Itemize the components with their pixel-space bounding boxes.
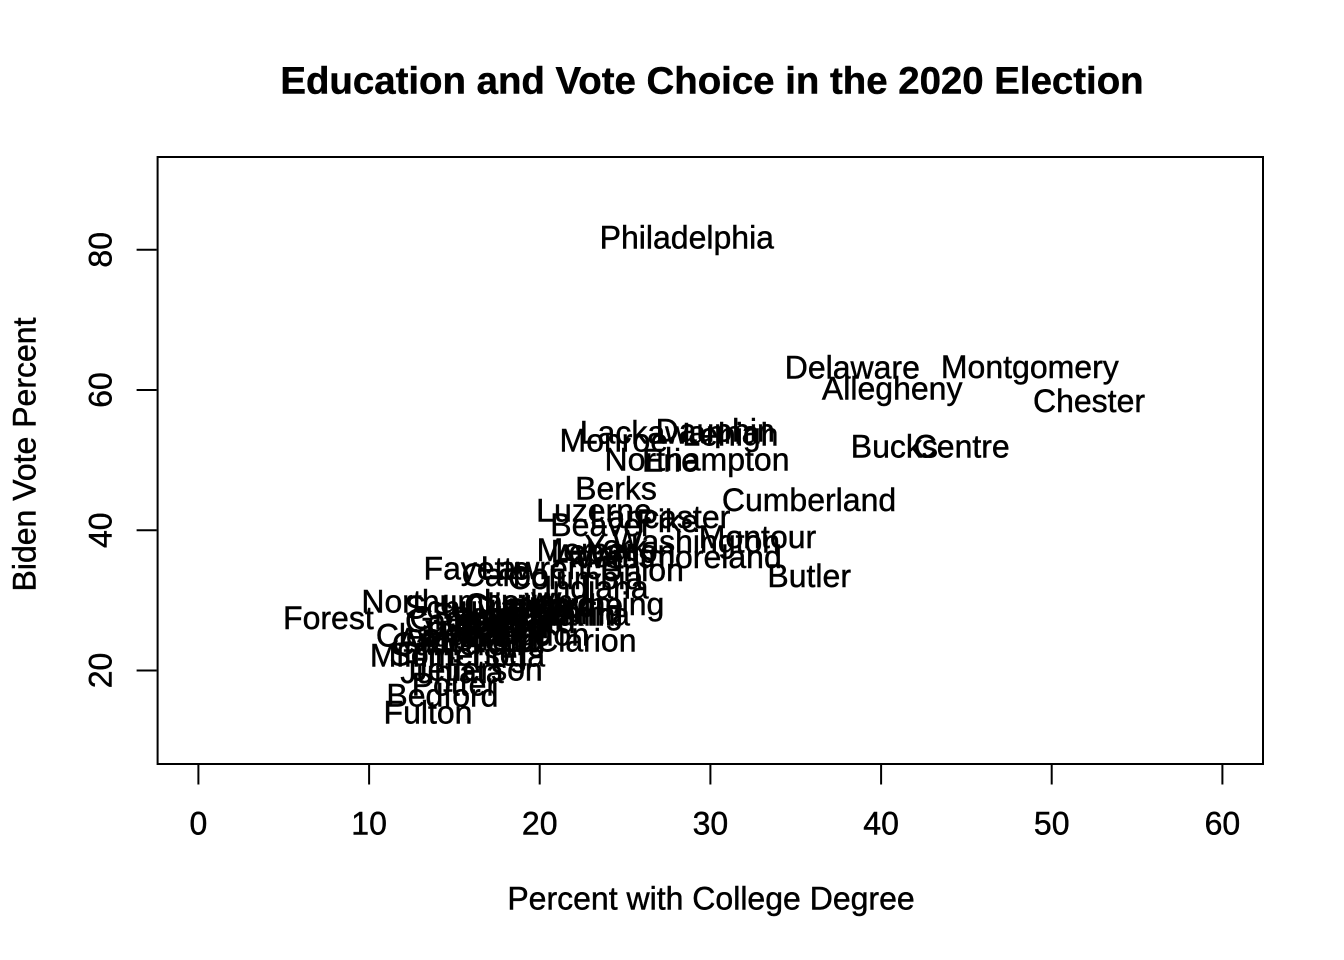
svg-text:20: 20 bbox=[522, 806, 558, 842]
svg-text:Armstrong: Armstrong bbox=[398, 622, 546, 658]
svg-text:Dauphin: Dauphin bbox=[656, 412, 775, 448]
svg-text:Pike: Pike bbox=[637, 503, 699, 539]
svg-text:Lancaster: Lancaster bbox=[590, 499, 731, 535]
svg-text:Education and Vote Choice in t: Education and Vote Choice in the 2020 El… bbox=[280, 60, 1143, 103]
svg-text:Carbon: Carbon bbox=[462, 557, 567, 593]
svg-text:Wayne: Wayne bbox=[525, 587, 623, 623]
svg-text:Berks: Berks bbox=[575, 471, 657, 507]
svg-text:Clarion: Clarion bbox=[535, 623, 636, 659]
svg-text:Bradford: Bradford bbox=[453, 604, 576, 640]
svg-text:0: 0 bbox=[190, 806, 208, 842]
svg-text:Schuylkill: Schuylkill bbox=[405, 590, 538, 626]
svg-text:Warren: Warren bbox=[445, 609, 549, 645]
svg-text:Cumberland: Cumberland bbox=[722, 482, 896, 518]
svg-text:60: 60 bbox=[1205, 806, 1241, 842]
svg-text:Biden Vote Percent: Biden Vote Percent bbox=[7, 317, 43, 591]
svg-text:40: 40 bbox=[82, 512, 118, 548]
svg-text:50: 50 bbox=[1034, 806, 1070, 842]
svg-text:Wyoming: Wyoming bbox=[531, 586, 664, 622]
svg-text:Snyder: Snyder bbox=[455, 608, 557, 644]
svg-text:Cameron: Cameron bbox=[392, 626, 524, 662]
svg-text:Lawrence: Lawrence bbox=[481, 550, 620, 586]
svg-text:Lycoming: Lycoming bbox=[487, 595, 623, 631]
svg-text:Huntingdon: Huntingdon bbox=[425, 617, 589, 653]
svg-text:Forest: Forest bbox=[283, 600, 374, 636]
svg-text:Columbia: Columbia bbox=[508, 560, 643, 596]
svg-text:Lehigh: Lehigh bbox=[682, 416, 778, 452]
svg-text:Bucks: Bucks bbox=[851, 428, 938, 464]
svg-text:Montour: Montour bbox=[699, 519, 817, 555]
svg-text:Luzerne: Luzerne bbox=[536, 493, 652, 529]
svg-text:Lackawanna: Lackawanna bbox=[580, 414, 760, 450]
svg-text:Butler: Butler bbox=[767, 558, 851, 594]
svg-text:Montgomery: Montgomery bbox=[941, 349, 1119, 385]
svg-text:Northampton: Northampton bbox=[605, 441, 790, 477]
svg-text:10: 10 bbox=[351, 806, 387, 842]
svg-text:Allegheny: Allegheny bbox=[822, 371, 963, 407]
svg-text:Delaware: Delaware bbox=[785, 350, 920, 386]
svg-text:Tioga: Tioga bbox=[466, 638, 545, 674]
svg-text:Chester: Chester bbox=[1033, 383, 1145, 419]
svg-text:Indiana: Indiana bbox=[544, 570, 649, 606]
svg-text:Susquehanna: Susquehanna bbox=[432, 596, 630, 632]
svg-text:Centre: Centre bbox=[914, 428, 1010, 464]
svg-text:80: 80 bbox=[82, 232, 118, 268]
svg-text:Erie: Erie bbox=[642, 443, 699, 479]
svg-text:Venango: Venango bbox=[425, 615, 551, 651]
svg-text:Percent with College Degree: Percent with College Degree bbox=[507, 881, 914, 917]
svg-text:20: 20 bbox=[82, 653, 118, 689]
svg-text:Perry: Perry bbox=[471, 617, 547, 653]
svg-text:Franklin: Franklin bbox=[502, 596, 616, 632]
svg-text:Clearfield: Clearfield bbox=[376, 618, 511, 654]
svg-text:40: 40 bbox=[863, 806, 899, 842]
svg-text:Greene: Greene bbox=[410, 600, 517, 636]
svg-text:Mifflin: Mifflin bbox=[370, 638, 453, 674]
svg-text:Bedford: Bedford bbox=[386, 677, 498, 713]
svg-text:Elk: Elk bbox=[466, 606, 511, 642]
svg-text:York: York bbox=[584, 528, 648, 564]
svg-text:Sullivan: Sullivan bbox=[450, 601, 562, 637]
svg-text:Lebanon: Lebanon bbox=[551, 533, 676, 569]
svg-text:Somerset: Somerset bbox=[390, 636, 527, 672]
svg-text:McKean: McKean bbox=[421, 623, 538, 659]
svg-text:Fayette: Fayette bbox=[424, 551, 531, 587]
svg-text:Washington: Washington bbox=[612, 524, 780, 560]
svg-text:Mercer: Mercer bbox=[537, 532, 637, 568]
svg-text:Philadelphia: Philadelphia bbox=[600, 220, 775, 256]
svg-text:Fulton: Fulton bbox=[384, 694, 473, 730]
svg-text:Beaver: Beaver bbox=[550, 507, 652, 543]
svg-text:60: 60 bbox=[82, 372, 118, 408]
svg-text:Westmoreland: Westmoreland bbox=[576, 539, 782, 575]
svg-text:Adams: Adams bbox=[555, 538, 655, 574]
svg-text:Potter: Potter bbox=[412, 667, 498, 703]
svg-text:Blair: Blair bbox=[508, 592, 572, 628]
svg-text:Clinton: Clinton bbox=[464, 587, 564, 623]
svg-text:Cambria: Cambria bbox=[405, 603, 526, 639]
svg-text:Juniata: Juniata bbox=[400, 654, 503, 690]
svg-text:Crawford: Crawford bbox=[466, 588, 596, 624]
svg-text:Northumberland: Northumberland bbox=[361, 583, 590, 619]
svg-text:Monroe: Monroe bbox=[560, 423, 669, 459]
svg-text:Union: Union bbox=[600, 552, 684, 588]
svg-text:30: 30 bbox=[693, 806, 729, 842]
svg-text:Jefferson: Jefferson bbox=[412, 651, 543, 687]
